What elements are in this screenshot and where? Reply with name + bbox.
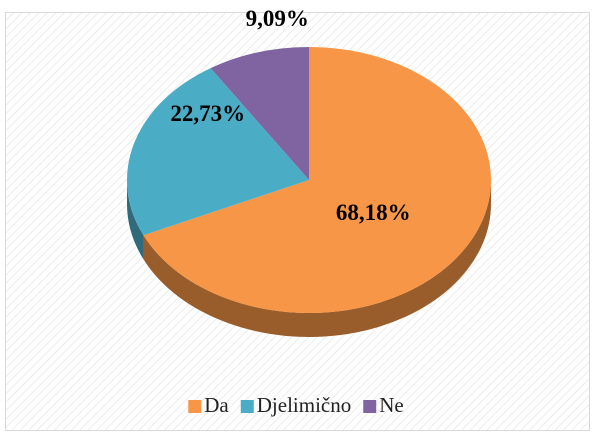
data-label: 68,18% <box>336 200 411 225</box>
pie-slice <box>126 68 309 236</box>
legend-swatch <box>363 400 377 413</box>
pie-sides <box>127 180 492 338</box>
legend-swatch <box>188 400 202 413</box>
pie-side <box>127 180 144 260</box>
pie-slice <box>210 47 309 180</box>
data-label: 22,73% <box>170 101 245 126</box>
legend-swatch <box>240 400 254 413</box>
data-label: 9,09% <box>246 6 309 31</box>
pie-tops <box>126 47 491 313</box>
legend-label: Da <box>204 393 229 417</box>
legend: Da Djelimično Ne <box>188 393 404 417</box>
legend-label: Djelimično <box>257 393 351 417</box>
pie-slice <box>143 47 491 313</box>
pie-side <box>143 180 492 338</box>
data-labels: 68,18% 22,73% 9,09% <box>170 6 410 225</box>
legend-label: Ne <box>379 393 404 417</box>
